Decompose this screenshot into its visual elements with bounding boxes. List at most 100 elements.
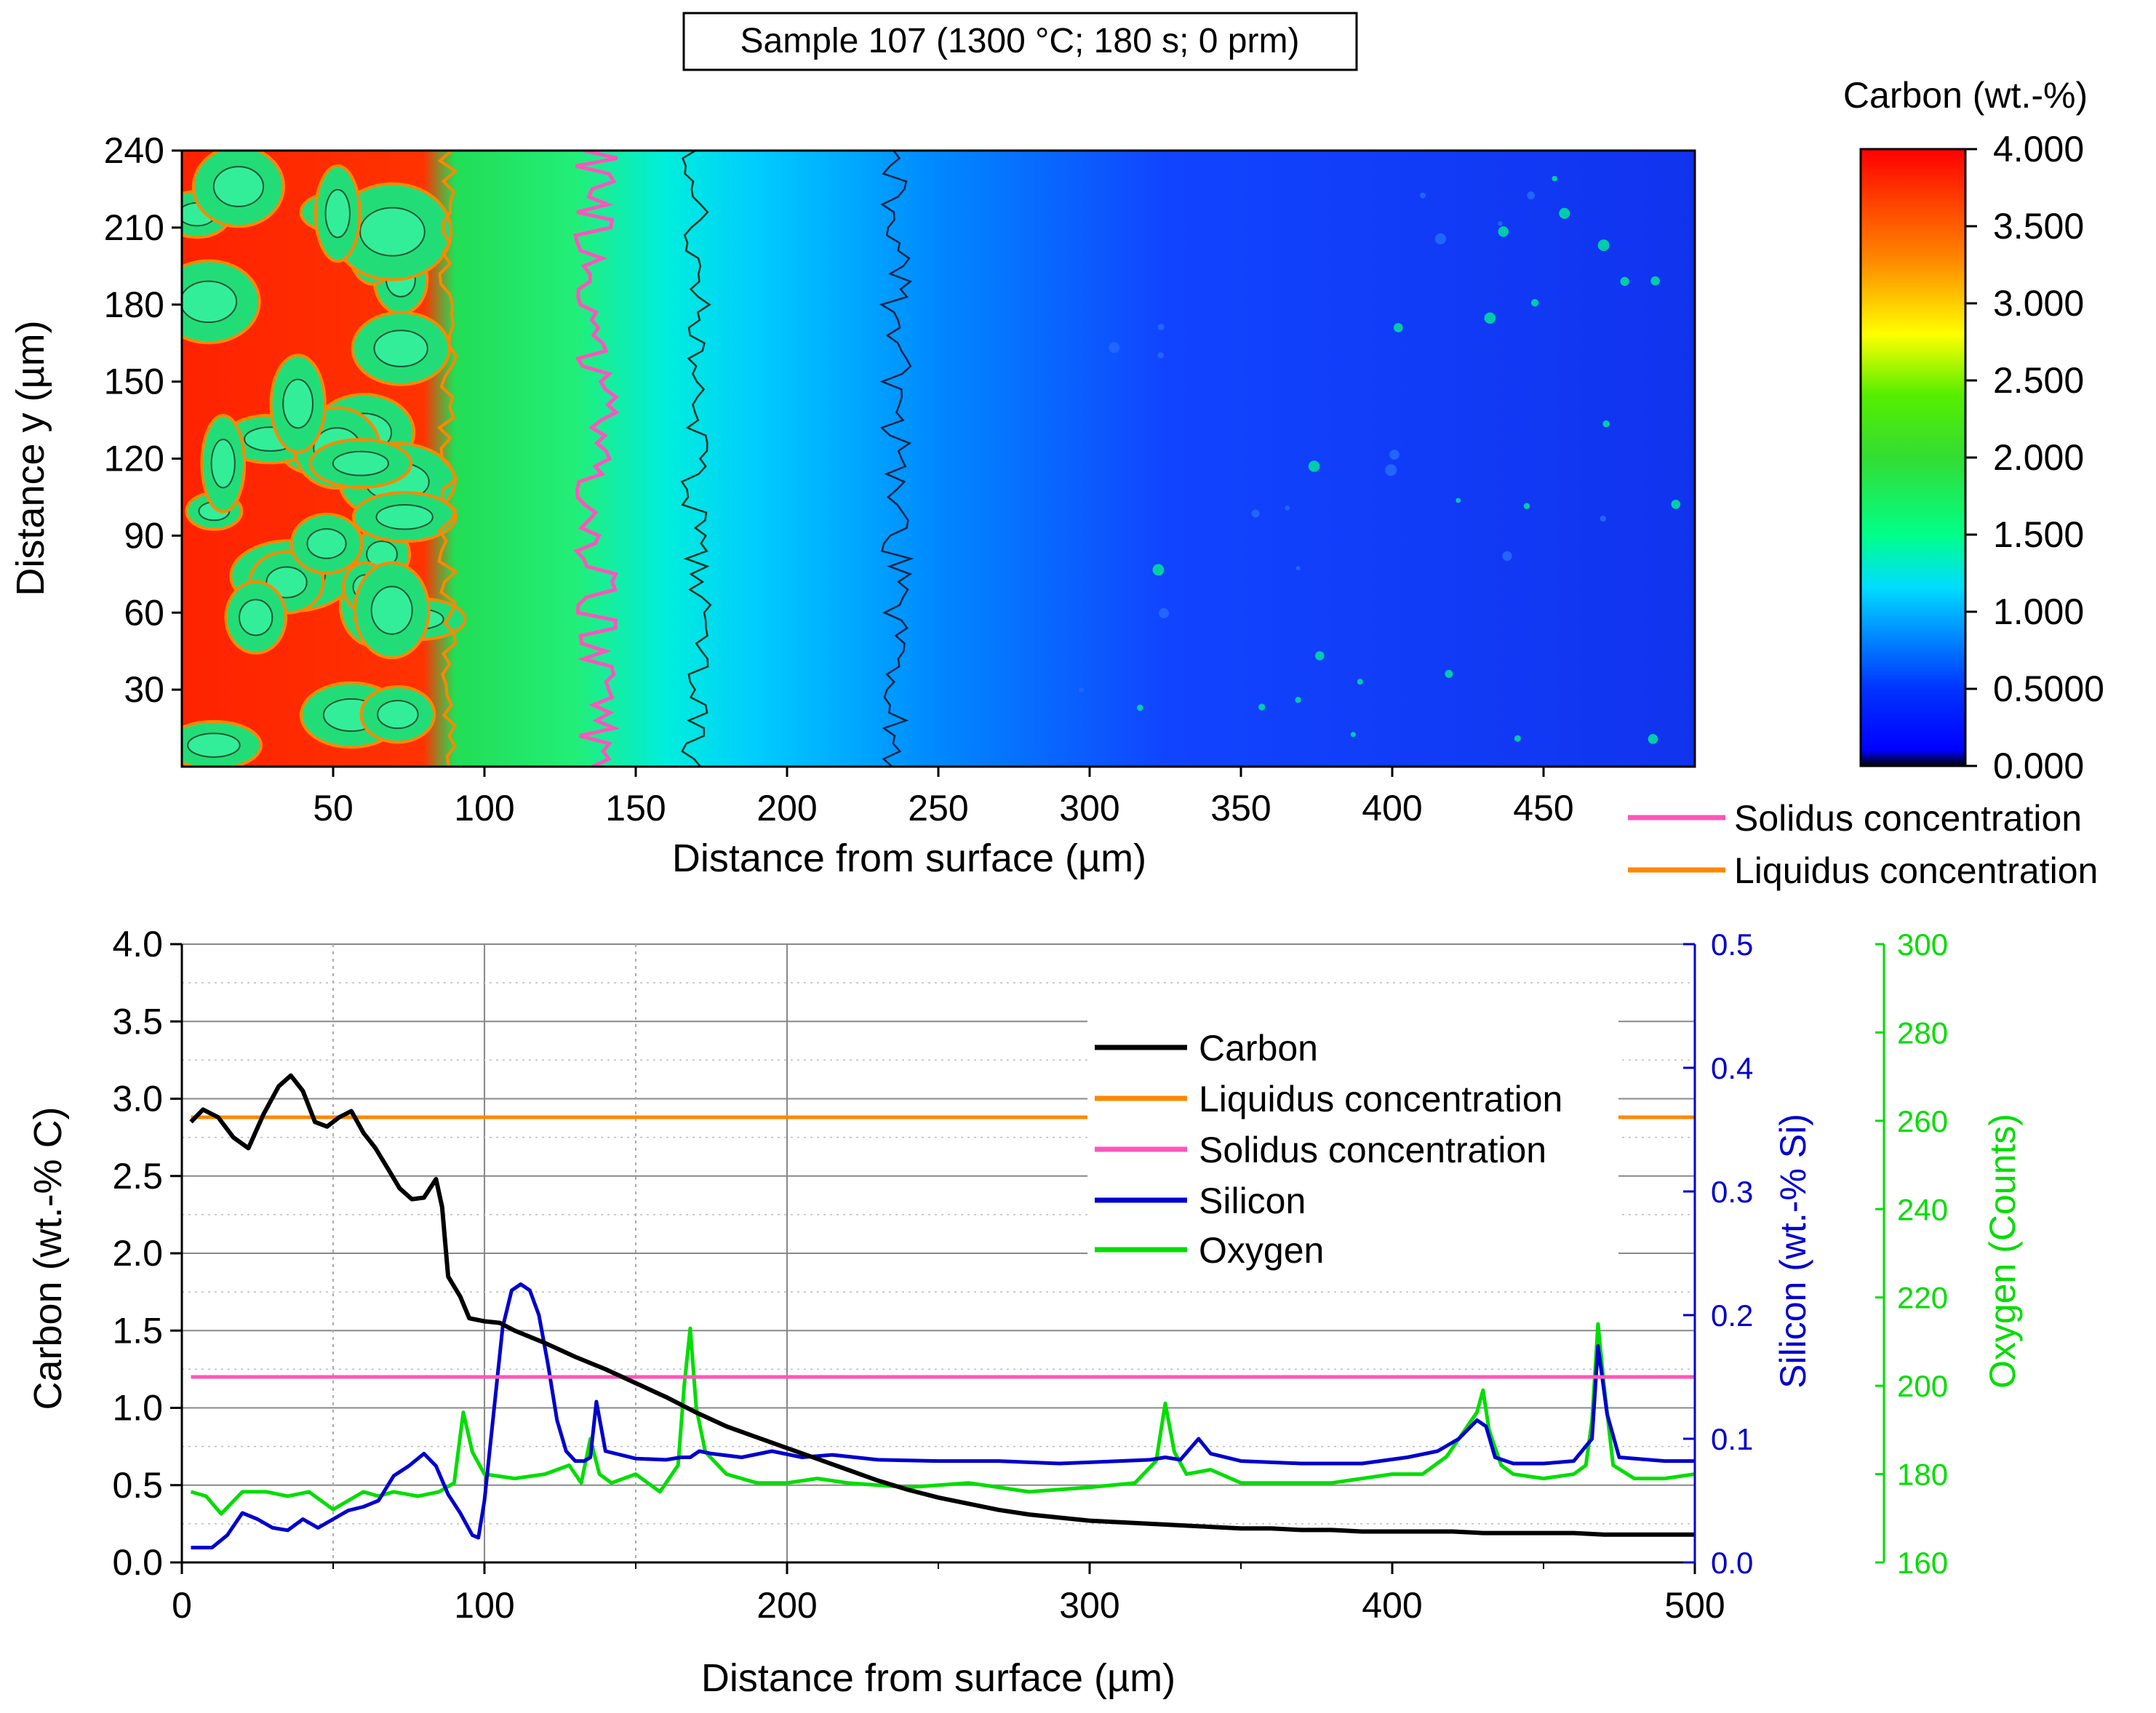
colorbar-tick-label-1: 0.5000 bbox=[1993, 668, 2104, 709]
x-axis-label: Distance from surface (µm) bbox=[701, 1656, 1175, 1700]
green-pocket-core-29 bbox=[210, 439, 236, 489]
map-x-axis-label: Distance from surface (µm) bbox=[672, 836, 1146, 880]
speck-39 bbox=[1620, 276, 1629, 287]
x-tick-label-1: 100 bbox=[454, 1585, 514, 1626]
silicon-tick-label-1: 0.1 bbox=[1711, 1422, 1753, 1456]
green-pocket-core-24 bbox=[359, 207, 426, 257]
speck-layer bbox=[1079, 175, 1681, 744]
map-x-axis: 50 100 150 200 250 300 350 400 450 bbox=[313, 767, 1574, 828]
map-y-tick-label-3: 120 bbox=[104, 439, 164, 479]
green-pocket-core-19 bbox=[306, 528, 347, 559]
speck-25 bbox=[1357, 679, 1363, 685]
oxygen-tick-label-5: 260 bbox=[1897, 1104, 1948, 1138]
x-tick-label-4: 400 bbox=[1362, 1585, 1422, 1626]
colorbar-tick-label-0: 0.000 bbox=[1993, 746, 2084, 786]
oxygen-axis-label: Oxygen (Counts) bbox=[1982, 1114, 2023, 1389]
oxygen-tick-label-4: 240 bbox=[1897, 1192, 1948, 1226]
profile-line-chart: 0 100 200 300 400 500 0.0 0.5 1.0 1.5 2.0 2.5 3.0 3.… bbox=[26, 924, 2023, 1700]
speck-23 bbox=[1285, 506, 1290, 511]
colorbar-tick-label-4: 2.000 bbox=[1993, 437, 2084, 478]
y-tick-label-3: 1.5 bbox=[112, 1310, 163, 1351]
x-tick-label-0: 0 bbox=[172, 1585, 192, 1626]
map-y-axis-label: Distance y (µm) bbox=[9, 320, 52, 596]
speck-19 bbox=[1079, 687, 1085, 692]
carbon-heatmap: 50 100 150 200 250 300 350 400 450 30 60 90 120 150 1… bbox=[9, 130, 1696, 880]
legend-label-carbon: Carbon bbox=[1199, 1028, 1318, 1069]
high-carbon-island-layer bbox=[182, 151, 467, 767]
speck-37 bbox=[1484, 312, 1496, 324]
oxygen-tick-label-0: 160 bbox=[1897, 1546, 1948, 1580]
green-pocket-core-28 bbox=[370, 586, 413, 635]
colorbar: Carbon (wt.-%) 0.000 0.5000 1.000 1.500 2.00… bbox=[1843, 75, 2104, 786]
silicon-tick-label-2: 0.2 bbox=[1711, 1298, 1753, 1333]
title-box: Sample 107 (1300 °C; 180 s; 0 prm) bbox=[682, 12, 1358, 71]
x-tick-label-5: 500 bbox=[1664, 1585, 1725, 1626]
speck-6 bbox=[1502, 551, 1512, 562]
map-y-tick-label-2: 90 bbox=[124, 515, 164, 556]
legend: Carbon Liquidus concentration Solidus co… bbox=[1087, 1013, 1618, 1282]
silicon-tick-label-4: 0.4 bbox=[1711, 1051, 1753, 1085]
x-tick-label-3: 300 bbox=[1059, 1585, 1119, 1626]
speck-34 bbox=[1498, 226, 1509, 237]
speck-0 bbox=[1350, 732, 1356, 738]
speck-2 bbox=[1597, 239, 1610, 252]
legend-label-solidus: Solidus concentration bbox=[1199, 1130, 1546, 1170]
speck-30 bbox=[1530, 299, 1539, 307]
colorbar-ticks: 0.000 0.5000 1.000 1.500 2.000 2.500 3.000 3.50… bbox=[1965, 129, 2104, 786]
map-x-tick-label-4: 250 bbox=[908, 788, 968, 828]
speck-35 bbox=[1308, 460, 1320, 472]
speck-27 bbox=[1385, 464, 1397, 476]
green-pocket-core-23 bbox=[282, 378, 314, 429]
oxygen-tick-label-6: 280 bbox=[1897, 1015, 1948, 1050]
silicon-tick-label-0: 0.0 bbox=[1711, 1546, 1753, 1580]
speck-24 bbox=[1552, 175, 1557, 182]
speck-36 bbox=[1258, 703, 1266, 711]
map-y-tick-label-6: 210 bbox=[104, 207, 164, 248]
legend-label-silicon: Silicon bbox=[1199, 1181, 1306, 1221]
speck-32 bbox=[1251, 509, 1260, 518]
map-y-tick-label-1: 60 bbox=[124, 592, 164, 633]
map-x-tick-label-7: 400 bbox=[1362, 788, 1422, 828]
colorbar-tick-label-2: 1.000 bbox=[1993, 591, 2084, 632]
y-tick-label-5: 2.5 bbox=[112, 1156, 163, 1197]
green-pocket-core-31 bbox=[212, 166, 265, 207]
speck-8 bbox=[1434, 233, 1447, 244]
y-tick-label-2: 1.0 bbox=[112, 1388, 163, 1429]
series-silicon bbox=[191, 1282, 1695, 1550]
map-x-tick-label-5: 300 bbox=[1059, 788, 1119, 828]
speck-13 bbox=[1514, 735, 1521, 742]
oxygen-axis-ticks: 160 180 200 220 240 260 280 300 bbox=[1875, 927, 1948, 1580]
series-oxygen bbox=[190, 1322, 1695, 1516]
speck-17 bbox=[1648, 734, 1658, 744]
map-y-tick-label-0: 30 bbox=[124, 669, 164, 710]
map-x-tick-label-2: 150 bbox=[605, 788, 666, 828]
y-tick-label-6: 3.0 bbox=[112, 1079, 163, 1119]
legend-label-oxygen: Oxygen bbox=[1199, 1230, 1324, 1271]
colorbar-tick-label-6: 3.000 bbox=[1993, 283, 2084, 324]
speck-31 bbox=[1650, 276, 1660, 286]
speck-28 bbox=[1295, 566, 1301, 571]
green-pocket-core-33 bbox=[182, 280, 238, 324]
speck-29 bbox=[1295, 697, 1301, 703]
green-pocket-core-26 bbox=[187, 732, 241, 758]
green-pocket-core-30 bbox=[324, 188, 351, 239]
speck-5 bbox=[1602, 420, 1610, 428]
speck-11 bbox=[1314, 651, 1325, 660]
map-x-tick-label-1: 100 bbox=[454, 788, 514, 828]
speck-10 bbox=[1527, 191, 1536, 200]
y-tick-label-1: 0.5 bbox=[112, 1465, 163, 1506]
silicon-tick-label-5: 0.5 bbox=[1711, 927, 1753, 962]
speck-1 bbox=[1109, 342, 1120, 354]
speck-14 bbox=[1157, 324, 1165, 331]
colorbar-tick-label-7: 3.500 bbox=[1993, 206, 2084, 247]
oxygen-tick-label-1: 180 bbox=[1897, 1458, 1948, 1492]
map-y-axis: 30 60 90 120 150 180 210 240 bbox=[104, 130, 182, 710]
speck-12 bbox=[1389, 450, 1400, 460]
map-x-tick-label-6: 350 bbox=[1210, 788, 1271, 828]
oxygen-tick-label-2: 200 bbox=[1897, 1369, 1948, 1403]
green-pocket-core-6 bbox=[373, 330, 428, 367]
map-x-tick-label-3: 200 bbox=[756, 788, 817, 828]
speck-9 bbox=[1445, 669, 1453, 678]
x-axis-ticks: 0 100 200 300 400 500 bbox=[172, 1562, 1725, 1626]
speck-33 bbox=[1393, 323, 1403, 332]
